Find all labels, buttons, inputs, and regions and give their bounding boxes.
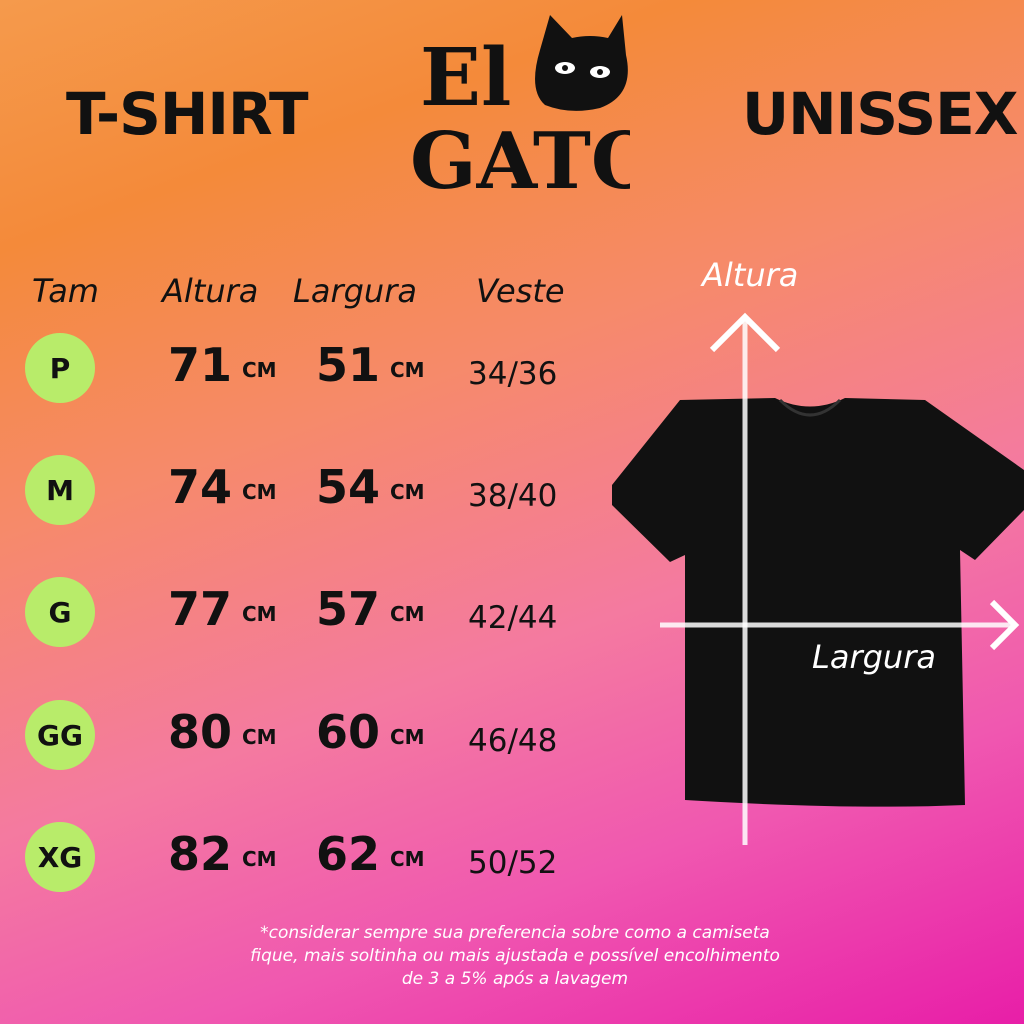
height-unit: CM: [242, 358, 277, 382]
width-unit: CM: [390, 358, 425, 382]
height-value: 80: [167, 705, 232, 759]
height-label: Altura: [702, 256, 799, 294]
tshirt-icon: [612, 398, 1024, 807]
width-value: 54: [315, 460, 380, 514]
size-badge: G: [25, 577, 95, 647]
height-unit: CM: [242, 602, 277, 626]
height-value: 77: [167, 582, 232, 636]
size-badge: GG: [25, 700, 95, 770]
product-title: T-SHIRT: [66, 80, 309, 148]
height-unit: CM: [242, 847, 277, 871]
col-header-size: Tam: [32, 272, 99, 310]
width-value: 60: [315, 705, 380, 759]
footnote-line: *considerar sempre sua preferencia sobre…: [260, 923, 770, 943]
height-unit: CM: [242, 480, 277, 504]
chest-size: 42/44: [468, 600, 558, 636]
svg-text:El: El: [420, 30, 511, 124]
width-label: Largura: [812, 638, 936, 676]
width-value: 51: [315, 338, 380, 392]
col-header-chest: Veste: [476, 272, 565, 310]
height-value: 71: [167, 338, 232, 392]
width-value: 62: [315, 827, 380, 881]
width-unit: CM: [390, 847, 425, 871]
height-value: 74: [167, 460, 232, 514]
tshirt-diagram: [612, 312, 1024, 845]
width-unit: CM: [390, 725, 425, 749]
el-gato-logo: El GATO: [410, 15, 630, 200]
chest-size: 46/48: [468, 723, 558, 759]
col-header-height: Altura: [162, 272, 259, 310]
col-header-width: Largura: [293, 272, 417, 310]
size-badge: M: [25, 455, 95, 525]
cat-head-icon: [535, 15, 628, 111]
chest-size: 50/52: [468, 845, 558, 881]
svg-text:GATO: GATO: [410, 116, 630, 200]
width-unit: CM: [390, 602, 425, 626]
width-unit: CM: [390, 480, 425, 504]
footnote-line: de 3 a 5% após a lavagem: [401, 969, 629, 989]
size-badge: XG: [25, 822, 95, 892]
footnote: *considerar sempre sua preferencia sobre…: [200, 922, 830, 991]
height-unit: CM: [242, 725, 277, 749]
footnote-line: fique, mais soltinha ou mais ajustada e …: [250, 946, 780, 966]
width-value: 57: [315, 582, 380, 636]
chest-size: 34/36: [468, 356, 558, 392]
chest-size: 38/40: [468, 478, 558, 514]
size-badge: P: [25, 333, 95, 403]
gender-title: UNISSEX: [742, 80, 1018, 148]
height-value: 82: [167, 827, 232, 881]
